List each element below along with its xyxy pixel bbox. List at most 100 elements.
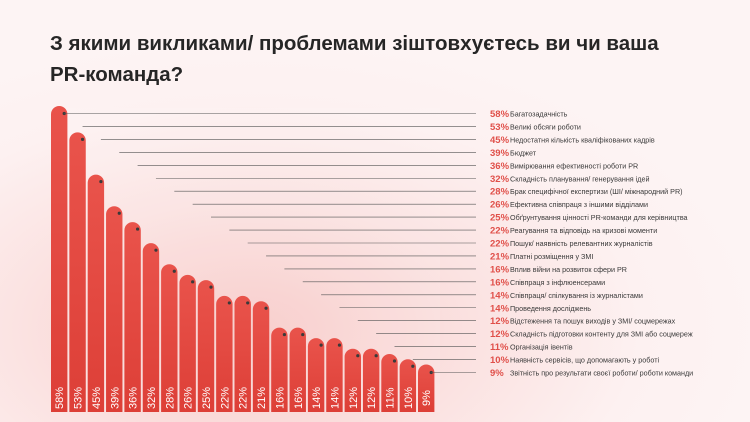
category-percent: 22% — [490, 239, 510, 250]
category-label: Брак специфічної експертизи (ШІ/ міжнаро… — [510, 187, 683, 196]
bar-value-label: 53% — [73, 387, 85, 409]
category-percent: 36% — [490, 161, 510, 172]
category-label: Багатозадачність — [510, 110, 568, 119]
leader-dot — [301, 332, 305, 337]
category-label: Складність планування/ генерування ідей — [510, 174, 650, 183]
leader-lines — [62, 111, 476, 375]
category-label: Пошук/ наявність релевантних журналістів — [510, 239, 653, 248]
category-label: Обґрунтування цінності PR-команди для ке… — [510, 213, 688, 222]
category-label: Наявність сервісів, що допомагають у роб… — [510, 356, 660, 365]
bar — [124, 222, 141, 412]
leader-dot — [209, 285, 213, 289]
category-label: Звітність про результати своєї роботи/ р… — [510, 369, 693, 378]
bar-value-label: 16% — [293, 387, 305, 409]
category-percent: 12% — [490, 316, 510, 327]
category-label: Відстеження та пошук виходів у ЗМІ/ соцм… — [510, 317, 676, 326]
leader-dot — [319, 343, 323, 347]
category-percent: 32% — [490, 174, 510, 185]
bar-value-label: 26% — [183, 387, 195, 409]
category-percent: 9% — [490, 368, 504, 379]
bar — [326, 338, 343, 412]
bar-value-label: 22% — [219, 387, 231, 409]
category-percent: 22% — [490, 226, 510, 237]
bar — [381, 353, 398, 412]
bar-value-label: 14% — [311, 387, 323, 409]
bar-value-label: 39% — [109, 387, 121, 409]
category-label: Реагування та відповідь на кризові момен… — [510, 226, 657, 235]
bar — [197, 280, 215, 412]
bar-value-label: 28% — [164, 387, 176, 409]
category-label: Великі обсяги роботи — [510, 122, 581, 131]
category-percent: 39% — [490, 148, 510, 159]
category-percent: 25% — [490, 213, 510, 224]
page-title: З якими викликами/ проблемами зіштовхуєт… — [50, 32, 659, 86]
leader-dot — [356, 354, 360, 358]
bar-value-label: 16% — [274, 387, 286, 409]
leader-dot — [411, 364, 415, 368]
category-percent: 58% — [490, 109, 510, 120]
category-label: Платні розміщення у ЗМІ — [510, 252, 593, 261]
bar — [179, 274, 196, 412]
bar — [87, 174, 105, 412]
bar-value-label: 10% — [403, 387, 415, 409]
category-percent: 26% — [490, 200, 510, 211]
bar-value-label: 58% — [54, 387, 66, 409]
category-percent: 16% — [490, 277, 510, 288]
bar-value-label: 14% — [329, 387, 341, 409]
category-label: Вплив війни на розвиток сфери PR — [510, 265, 627, 274]
bar — [252, 301, 270, 412]
bar — [271, 327, 288, 412]
leader-dot — [154, 248, 158, 252]
leader-dot — [374, 354, 378, 358]
category-percent: 16% — [490, 264, 510, 275]
bar — [418, 364, 435, 412]
category-label: Співпраця/ спілкування із журналістами — [510, 291, 643, 300]
bar — [106, 206, 123, 412]
category-label: Недостатня кількість кваліфікованих кадр… — [510, 135, 655, 144]
bar — [51, 105, 68, 412]
leader-dot — [80, 137, 85, 141]
category-label: Співпраця з інфлюенсерами — [510, 278, 605, 287]
bar — [142, 243, 160, 412]
category-percent: 14% — [490, 290, 510, 301]
bar — [344, 348, 361, 412]
category-percent: 21% — [490, 251, 510, 262]
bar — [234, 295, 251, 412]
category-label: Бюджет — [510, 148, 537, 157]
bar-value-label: 32% — [146, 387, 158, 409]
bar — [362, 348, 380, 412]
bar-value-label: 25% — [201, 387, 213, 409]
category-percent: 14% — [490, 303, 510, 314]
bar-value-label: 36% — [128, 387, 140, 409]
category-percent: 28% — [490, 187, 510, 198]
bars — [51, 105, 435, 412]
leader-dot — [227, 301, 231, 305]
category-percent: 10% — [490, 355, 510, 366]
category-label: Організація івентів — [510, 343, 573, 352]
bar — [216, 295, 233, 412]
leader-dot — [117, 211, 121, 215]
bar — [161, 264, 178, 412]
bar — [289, 327, 306, 412]
category-percent: 53% — [490, 122, 510, 133]
bar — [307, 338, 325, 412]
category-percent: 12% — [490, 329, 510, 340]
category-label: Вимірювання ефективності роботи PR — [510, 161, 638, 170]
bar-value-label: 12% — [366, 387, 378, 409]
bar-value-label: 21% — [256, 387, 268, 409]
bar-value-label: 9% — [421, 390, 433, 406]
category-label: Проведення досліджень — [510, 304, 591, 313]
bar-value-label: 45% — [91, 387, 103, 409]
leader-dot — [191, 280, 195, 284]
bar-value-label: 11% — [385, 387, 397, 408]
bar-value-label: 22% — [238, 387, 250, 409]
category-percent: 45% — [490, 135, 510, 146]
bar-value-label: 12% — [348, 387, 360, 409]
bar — [69, 132, 86, 412]
leader-dot — [246, 301, 250, 305]
leader-dot — [282, 332, 286, 337]
bar-value-labels: 58% 53% 45% 39% 36% 32% 28% 26% 25% 22% 22% 21% 16% 1… — [54, 387, 433, 409]
